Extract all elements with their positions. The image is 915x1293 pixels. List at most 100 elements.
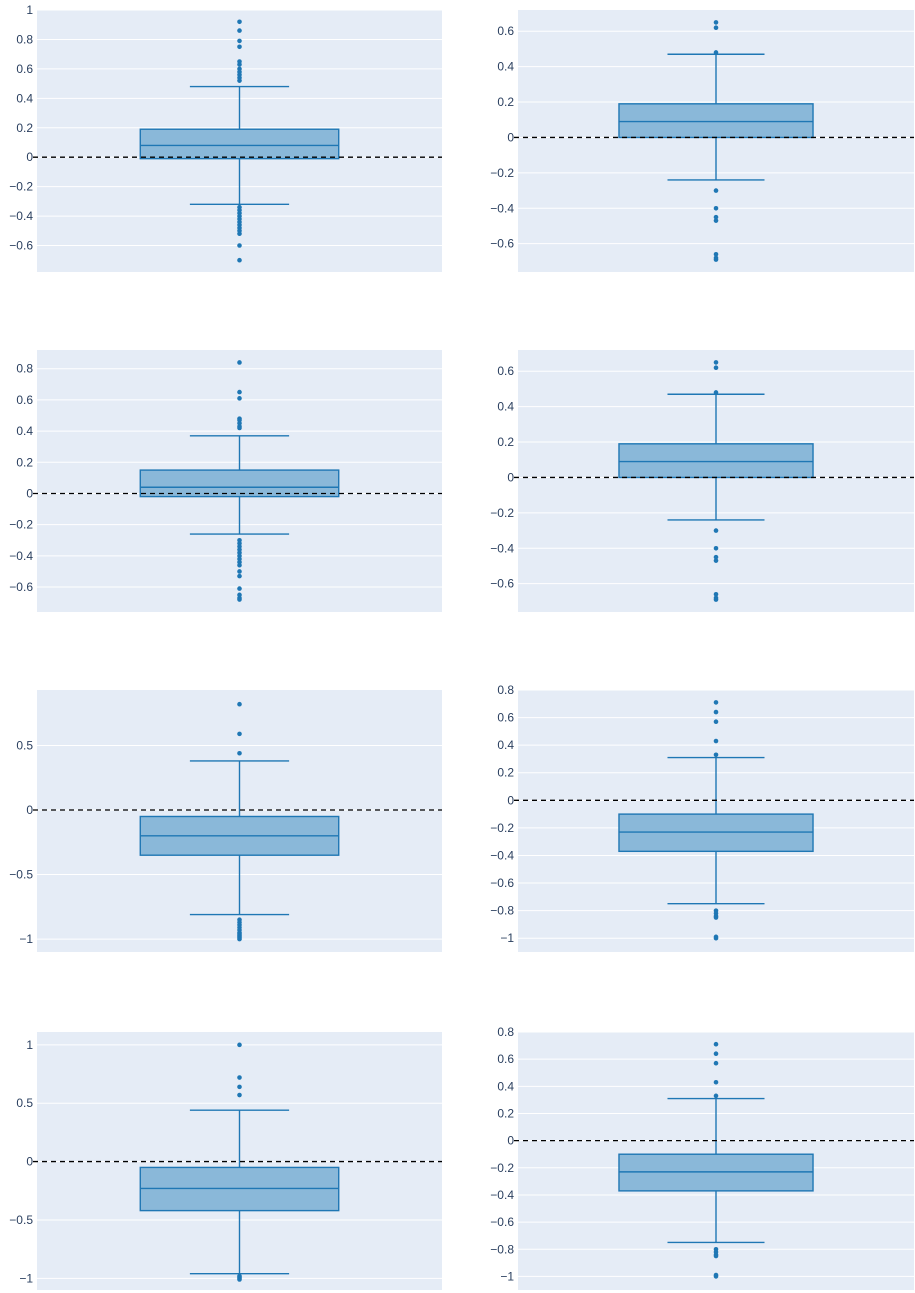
outlier-point <box>713 738 719 744</box>
outlier-point <box>713 528 719 533</box>
y-tick-label: −0.4 <box>490 848 514 862</box>
y-tick-label: 0.6 <box>497 711 514 725</box>
iqr-box <box>618 443 814 479</box>
outlier-point <box>237 750 242 756</box>
outlier-point <box>237 586 242 591</box>
box-plot-panel-2: 0.6 0.4 0.2 0 −0.2 −0.4 −0.6 <box>490 10 914 272</box>
y-tick-label: 0 <box>26 1155 33 1169</box>
outlier-point <box>237 231 242 237</box>
y-tick-label: −0.6 <box>490 876 514 890</box>
outlier-point <box>713 214 719 220</box>
y-tick-label: 0 <box>26 803 33 817</box>
outlier-point <box>237 936 242 942</box>
outlier-point <box>237 243 242 248</box>
outlier-point <box>237 44 242 50</box>
outlier-point <box>713 365 719 371</box>
y-tick-label: 0.5 <box>16 1096 33 1110</box>
outlier-point <box>237 569 242 574</box>
outlier-point <box>713 1274 719 1279</box>
outlier-point <box>237 1277 242 1282</box>
outlier-point <box>713 1041 719 1047</box>
outlier-point <box>713 700 719 705</box>
y-tick-label: −0.8 <box>490 1242 514 1256</box>
y-tick-label: −0.5 <box>9 1213 33 1227</box>
y-tick-label: −0.4 <box>490 1188 514 1202</box>
y-tick-label: −0.4 <box>490 201 514 215</box>
y-tick-label: 0.8 <box>16 362 33 376</box>
outlier-point <box>713 1253 719 1259</box>
box-plot-panel-8: 0.8 0.6 0.4 0.2 0 −0.2 −0.4 −0.6 −0.8 −1 <box>490 1025 914 1290</box>
outlier-point <box>713 597 719 602</box>
y-tick-label: −0.2 <box>490 821 514 835</box>
y-tick-label: −0.6 <box>9 239 33 253</box>
y-tick-label: 0.6 <box>497 24 514 38</box>
outlier-point <box>713 709 719 715</box>
box-plot-panel-3: 0.8 0.6 0.4 0.2 0 −0.2 −0.4 −0.6 <box>9 350 442 612</box>
box-plot-panel-5: 0.5 0 −0.5 −1 <box>9 690 442 952</box>
y-tick-label: 0.2 <box>16 455 33 469</box>
outlier-point <box>713 360 719 365</box>
y-tick-label: 0.2 <box>16 121 33 135</box>
outlier-point <box>237 1075 242 1080</box>
outlier-point <box>237 731 242 737</box>
y-tick-label: 0.2 <box>497 1106 514 1120</box>
outlier-point <box>713 50 719 55</box>
outlier-point <box>713 218 719 223</box>
outlier-point <box>713 915 719 920</box>
y-tick-label: 0.2 <box>497 435 514 449</box>
y-tick-label: 0.6 <box>497 364 514 378</box>
outlier-point <box>237 257 242 263</box>
outlier-point <box>713 591 719 597</box>
y-tick-label: −0.4 <box>490 541 514 555</box>
y-tick-label: −0.2 <box>490 1161 514 1175</box>
outlier-point <box>713 558 719 563</box>
y-tick-label: −0.2 <box>9 518 33 532</box>
outlier-point <box>237 28 242 33</box>
y-tick-label: 0.8 <box>497 683 514 697</box>
y-tick-label: −0.8 <box>490 904 514 918</box>
y-tick-label: −0.4 <box>9 209 33 223</box>
y-tick-label: 0.4 <box>497 738 514 752</box>
y-tick-label: 0.8 <box>16 32 33 46</box>
outlier-point <box>237 38 242 44</box>
y-tick-label: 0.8 <box>497 1025 514 1039</box>
outlier-point <box>713 1051 719 1057</box>
y-tick-label: −1 <box>19 932 33 946</box>
box-plot-panel-6: 0.8 0.6 0.4 0.2 0 −0.2 −0.4 −0.6 −0.8 −1 <box>490 683 914 952</box>
outlier-point <box>237 62 242 67</box>
outlier-point <box>237 562 242 568</box>
outlier-point <box>713 935 719 941</box>
y-tick-label: −1 <box>19 1271 33 1285</box>
box-plot-panel-1: 1 0.8 0.6 0.4 0.2 0 −0.2 −0.4 −0.6 <box>9 3 442 272</box>
outlier-point <box>237 573 242 579</box>
outlier-point <box>237 19 242 25</box>
y-tick-label: 0.4 <box>497 1079 514 1093</box>
outlier-point <box>713 257 719 262</box>
y-tick-label: 0.2 <box>497 766 514 780</box>
y-tick-label: 0 <box>507 130 514 144</box>
iqr-box <box>618 103 814 139</box>
y-tick-label: −0.6 <box>490 577 514 591</box>
y-tick-label: 1 <box>26 1038 33 1052</box>
y-tick-label: 0.5 <box>16 738 33 752</box>
y-tick-label: 0.6 <box>497 1052 514 1066</box>
y-tick-label: −1 <box>500 931 514 945</box>
outlier-point <box>713 719 719 725</box>
outlier-point <box>237 425 242 431</box>
y-tick-label: 0.4 <box>16 91 33 105</box>
iqr-box <box>139 469 340 498</box>
outlier-point <box>237 701 242 707</box>
y-tick-label: 0.4 <box>497 60 514 74</box>
y-tick-label: 0.4 <box>16 424 33 438</box>
y-tick-label: 0.6 <box>16 393 33 407</box>
y-tick-label: −0.2 <box>9 180 33 194</box>
y-tick-label: −0.6 <box>490 1215 514 1229</box>
y-tick-label: 0.4 <box>497 400 514 414</box>
outlier-point <box>237 1092 242 1098</box>
outlier-point <box>237 1084 242 1090</box>
y-tick-label: 1 <box>26 3 33 17</box>
outlier-point <box>713 251 719 257</box>
outlier-point <box>713 554 719 560</box>
outlier-point <box>713 25 719 31</box>
